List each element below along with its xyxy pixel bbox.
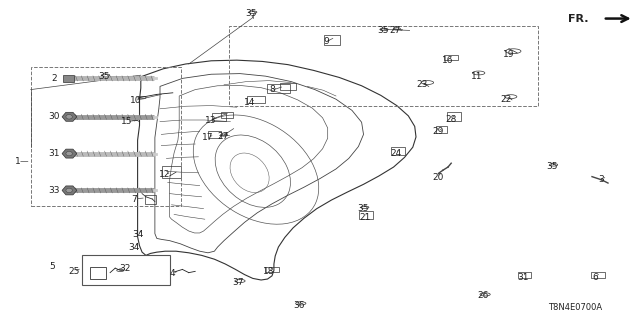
Text: 5: 5	[50, 262, 55, 271]
Text: 16: 16	[442, 56, 454, 65]
Text: 33: 33	[49, 186, 60, 195]
Text: 8: 8	[269, 85, 275, 94]
Text: 35: 35	[546, 162, 557, 171]
Text: FR.: FR.	[568, 13, 589, 24]
Bar	[447, 112, 461, 121]
Text: 1: 1	[15, 157, 20, 166]
Bar	[82, 255, 170, 285]
Polygon shape	[62, 186, 77, 195]
Bar	[162, 166, 181, 178]
Bar	[229, 26, 538, 106]
Text: 26: 26	[477, 292, 489, 300]
Bar	[63, 75, 74, 82]
Text: 18: 18	[263, 267, 275, 276]
Text: 34: 34	[129, 243, 140, 252]
Bar	[145, 195, 156, 204]
Bar	[247, 96, 265, 103]
Bar	[212, 113, 226, 121]
Ellipse shape	[66, 188, 72, 193]
Text: 11: 11	[471, 72, 483, 81]
Text: 7: 7	[132, 195, 137, 204]
Text: 35: 35	[377, 26, 388, 35]
Bar	[265, 267, 279, 272]
Text: 17: 17	[202, 133, 214, 142]
Text: 32: 32	[119, 264, 131, 273]
Ellipse shape	[66, 151, 72, 156]
Text: 6: 6	[593, 273, 598, 282]
Text: 25: 25	[68, 267, 79, 276]
Bar	[359, 211, 373, 219]
Text: 20: 20	[433, 173, 444, 182]
Text: 21: 21	[359, 213, 371, 222]
Text: 22: 22	[500, 95, 511, 104]
Bar	[436, 126, 447, 133]
Bar	[31, 67, 181, 206]
Text: 27: 27	[217, 132, 228, 140]
Text: 31: 31	[518, 273, 529, 282]
Text: 27: 27	[390, 26, 401, 35]
Text: 36: 36	[294, 301, 305, 310]
Text: 10: 10	[130, 96, 141, 105]
Text: 12: 12	[159, 170, 171, 179]
Bar	[591, 272, 605, 278]
Text: 34: 34	[132, 230, 143, 239]
Ellipse shape	[66, 115, 72, 119]
Text: 2: 2	[52, 74, 57, 83]
Text: 37: 37	[232, 278, 244, 287]
Bar	[268, 84, 290, 93]
Text: 9: 9	[324, 37, 329, 46]
Text: 4: 4	[170, 269, 175, 278]
Text: 30: 30	[49, 112, 60, 121]
Polygon shape	[62, 149, 77, 158]
Text: T8N4E0700A: T8N4E0700A	[548, 303, 602, 312]
Bar	[324, 35, 340, 45]
Text: 13: 13	[205, 116, 217, 124]
Bar	[221, 112, 233, 118]
Text: 35: 35	[245, 9, 257, 18]
Bar	[518, 272, 531, 278]
Text: 14: 14	[244, 98, 255, 107]
Bar	[280, 83, 296, 90]
Bar	[391, 147, 405, 155]
Text: 24: 24	[390, 149, 401, 158]
Text: 28: 28	[445, 115, 457, 124]
Text: 35: 35	[358, 204, 369, 213]
Bar	[90, 267, 106, 279]
Text: 35: 35	[98, 72, 109, 81]
Text: 23: 23	[417, 80, 428, 89]
Bar	[444, 55, 458, 60]
Bar	[208, 131, 221, 138]
Text: 19: 19	[503, 50, 515, 59]
Text: 31: 31	[49, 149, 60, 158]
Polygon shape	[62, 112, 77, 121]
Text: 3: 3	[599, 175, 604, 184]
Text: 15: 15	[121, 117, 132, 126]
Text: 29: 29	[433, 127, 444, 136]
